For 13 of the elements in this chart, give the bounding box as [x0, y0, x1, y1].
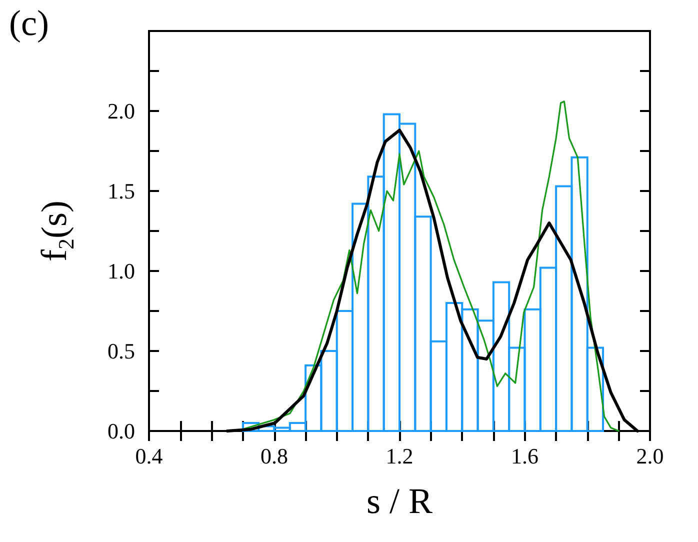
x-tick-label: 1.2	[386, 444, 414, 468]
x-tick-label: 0.4	[135, 444, 163, 468]
y-tick-label: 1.5	[108, 178, 135, 204]
x-axis-title: s / R	[366, 481, 433, 521]
y-tick-label: 2.0	[108, 98, 135, 124]
y-axis-title: f2(s)	[34, 200, 78, 262]
x-tick-label: 2.0	[636, 444, 664, 468]
y-tick-label: 0.0	[108, 418, 135, 444]
y-tick-label: 0.5	[108, 338, 135, 364]
x-tick-label: 1.6	[511, 444, 538, 468]
y-tick-label: 1.0	[108, 258, 135, 284]
x-tick-label: 0.8	[260, 444, 288, 468]
chart-title: (c)	[9, 3, 49, 43]
